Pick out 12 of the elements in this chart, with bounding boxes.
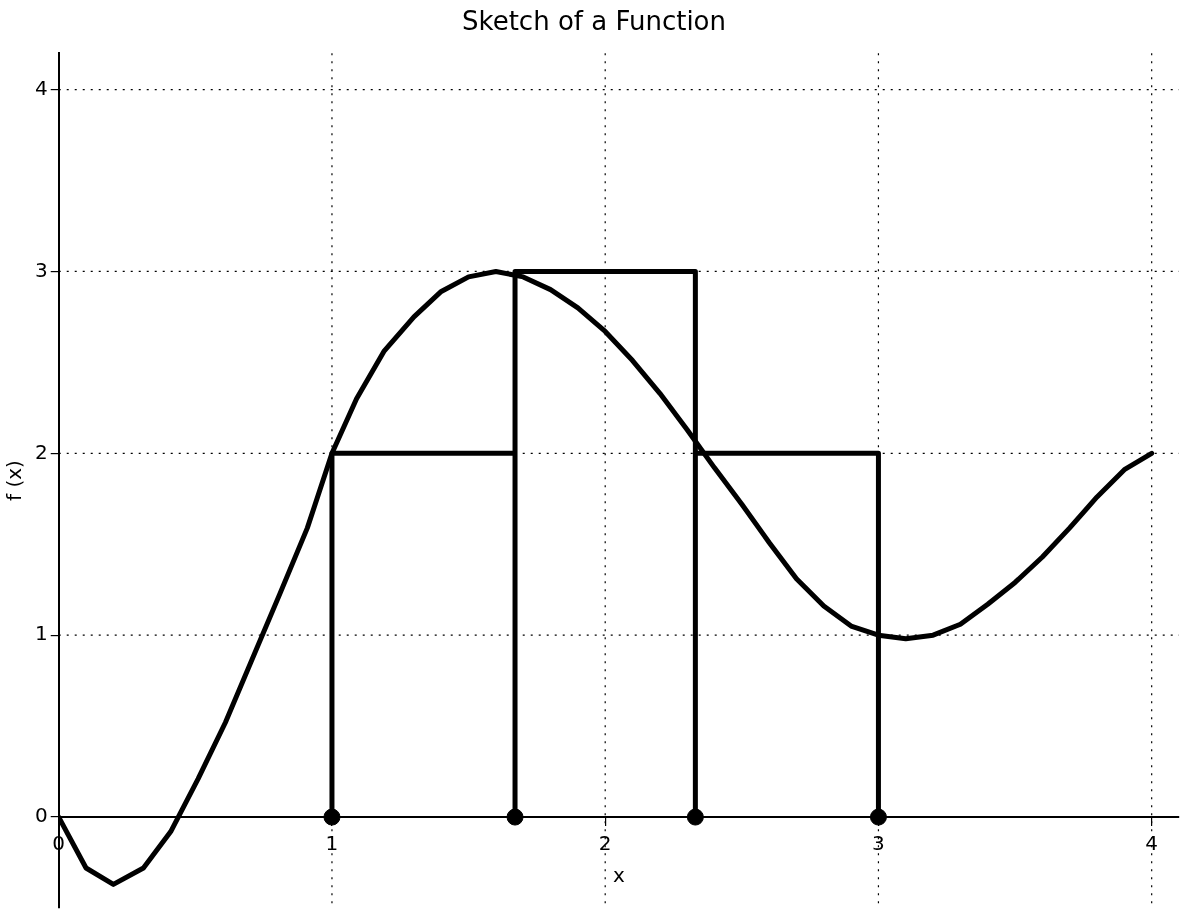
x-tick-label: 1 — [325, 831, 339, 856]
x-tick-label: 4 — [1145, 831, 1159, 856]
x-tick-label: 3 — [872, 831, 885, 856]
y-tick-label: 2 — [34, 439, 48, 464]
x-axis-title: x — [612, 863, 625, 888]
y-tick-label: 4 — [34, 75, 48, 100]
x-tick-label: 2 — [598, 831, 612, 856]
y-tick-label: 3 — [34, 257, 48, 282]
y-tick-label: 0 — [34, 803, 48, 828]
chart-title: Sketch of a Function — [462, 6, 726, 37]
y-axis-title: f (x) — [2, 460, 27, 502]
y-tick-label: 1 — [34, 621, 48, 646]
